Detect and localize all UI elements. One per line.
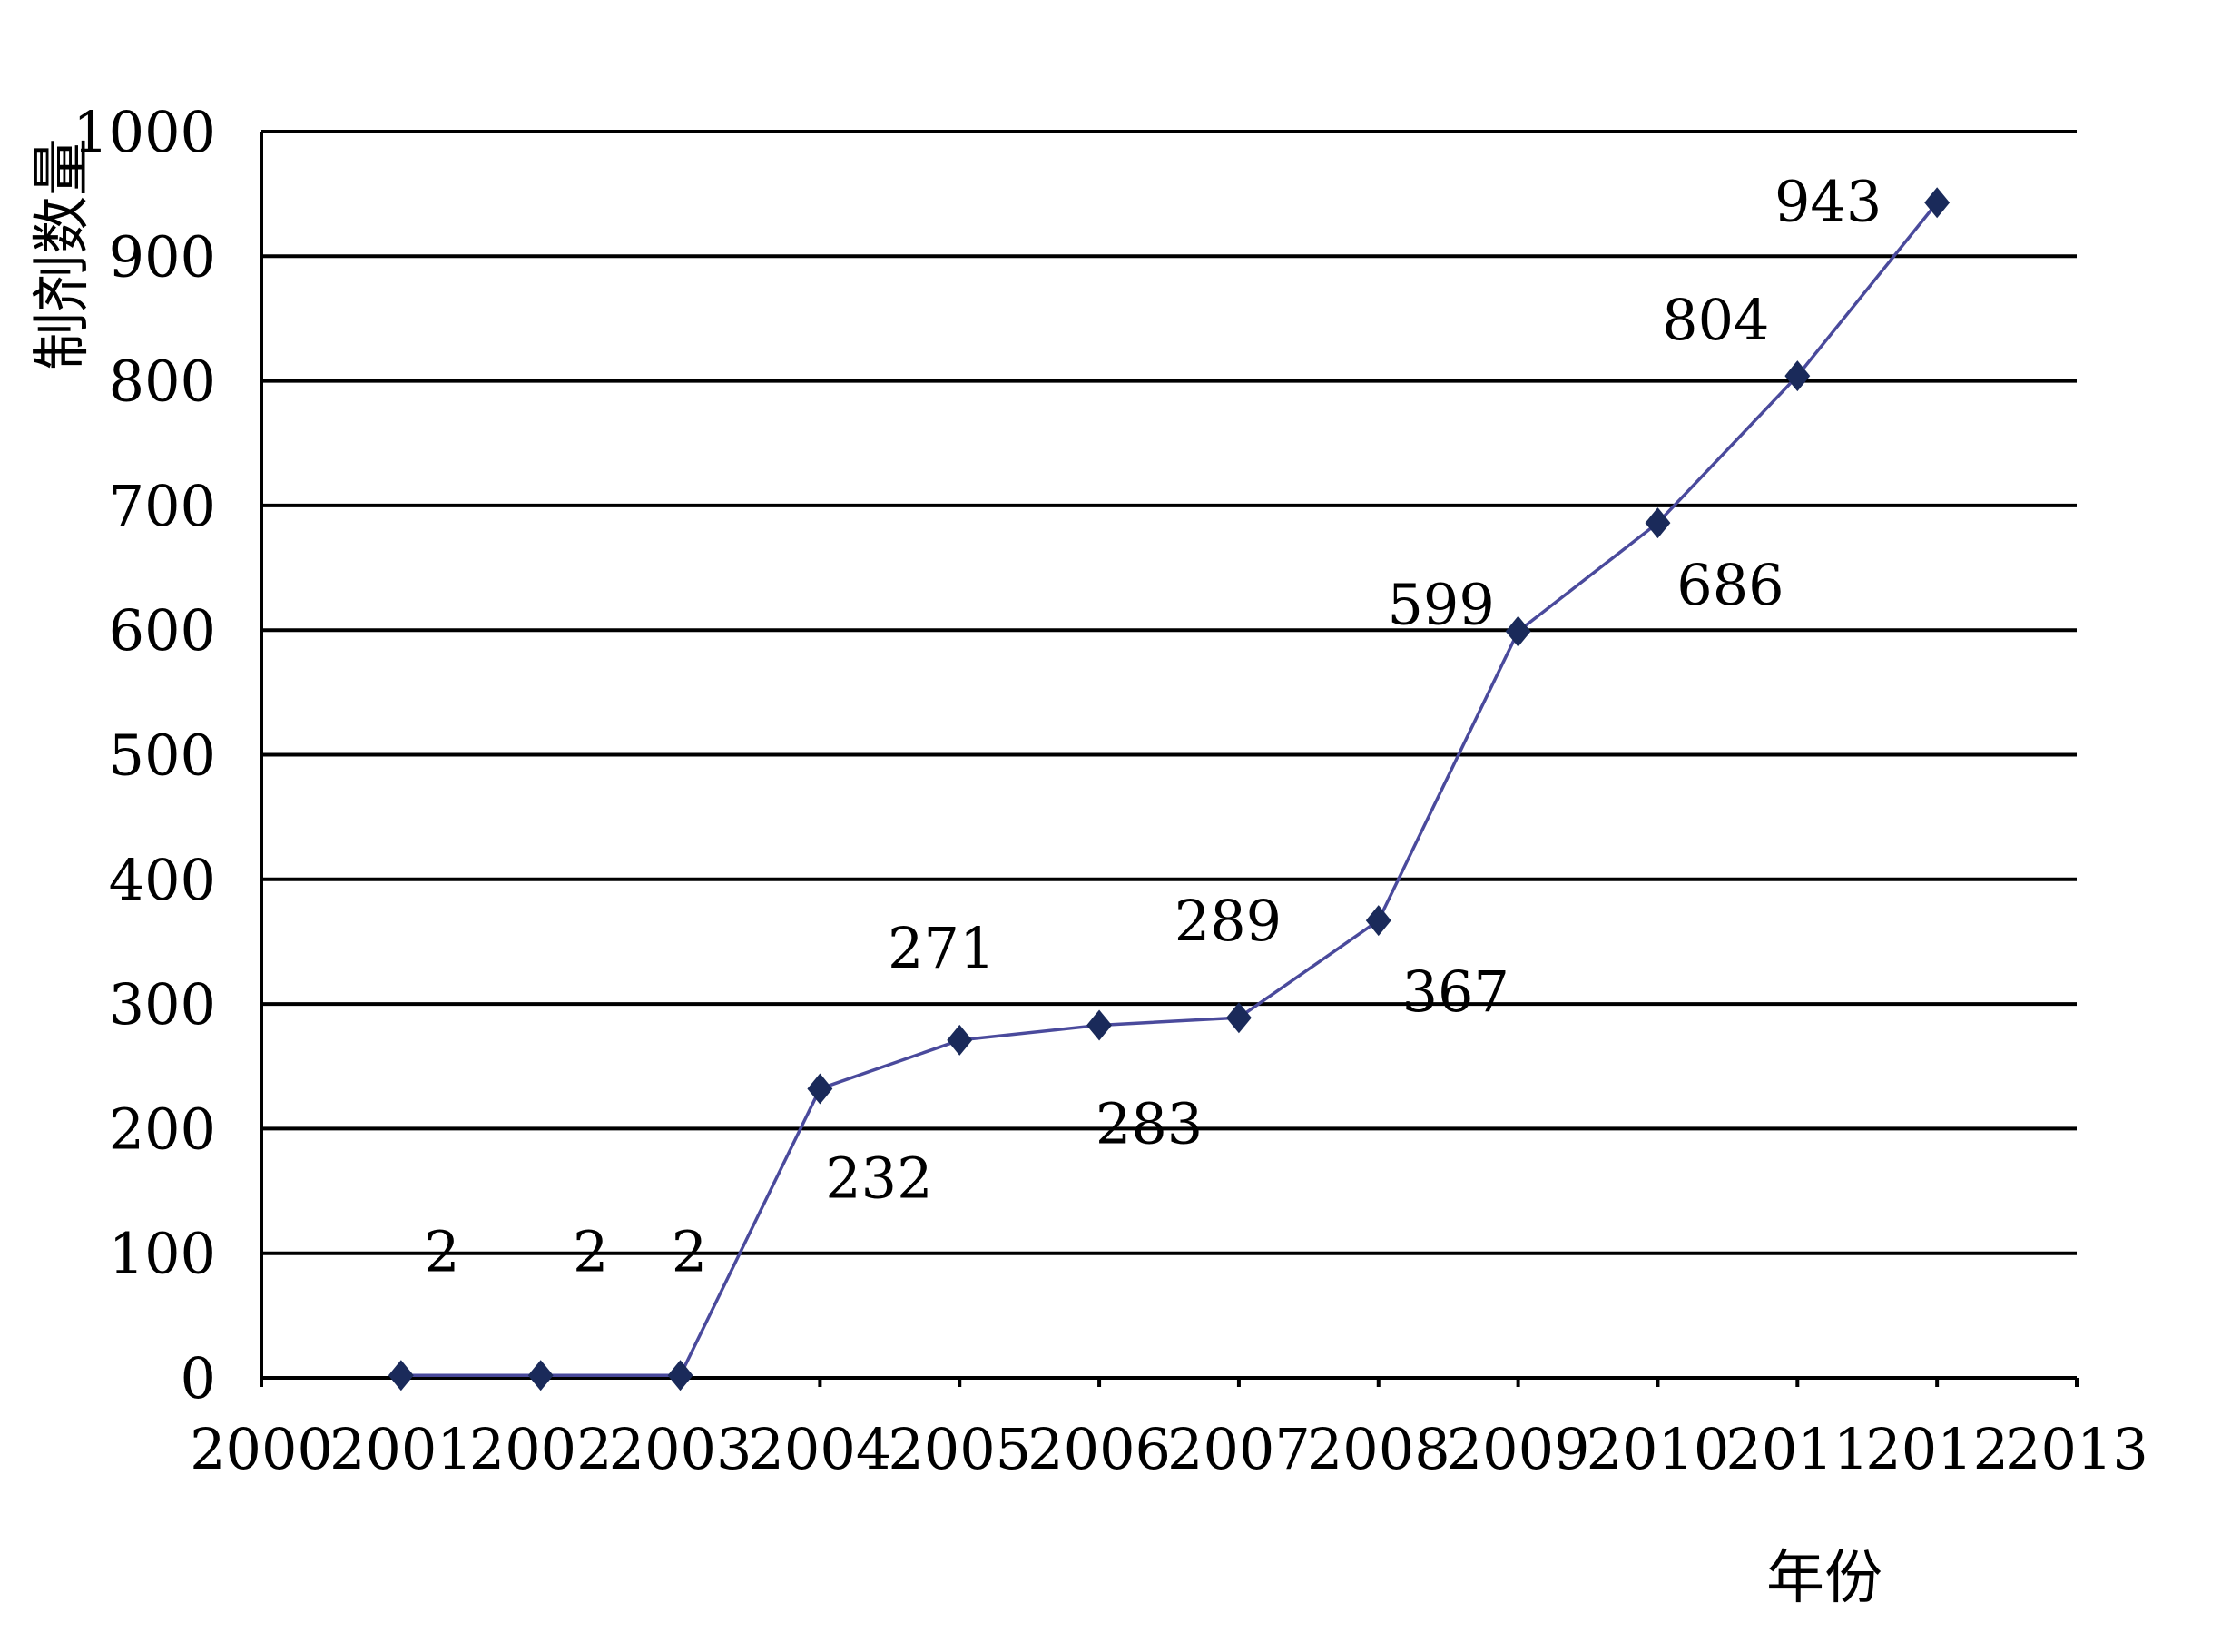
data-label-2004: 232 [825, 1145, 932, 1211]
data-point-2004 [807, 1073, 833, 1105]
data-label-2009: 599 [1387, 572, 1494, 638]
series-line-0 [400, 202, 1939, 1378]
y-tick-label-800: 800 [109, 349, 216, 415]
x-tick-label-2003: 2003 [609, 1416, 752, 1482]
data-label-2001: 2 [424, 1218, 459, 1284]
y-tick-label-1000: 1000 [73, 99, 216, 165]
data-point-2008 [1365, 905, 1391, 937]
y-axis-title: 制剂数量 [29, 138, 96, 370]
x-tick-label-2002: 2002 [469, 1416, 613, 1482]
data-label-2008: 367 [1402, 959, 1509, 1025]
data-point-2005 [947, 1024, 973, 1056]
y-tick-label-900: 900 [109, 223, 216, 290]
data-label-2011: 804 [1662, 287, 1769, 353]
x-axis-title: 年份 [1766, 1545, 1882, 1612]
x-tick-label-2010: 2010 [1587, 1416, 1730, 1482]
data-point-2010 [1645, 507, 1671, 539]
gridlines [261, 130, 2077, 1255]
x-tick-label-2008: 2008 [1307, 1416, 1450, 1482]
x-tick-label-2011: 2011 [1725, 1416, 1869, 1482]
data-label-2003: 2 [672, 1218, 707, 1284]
data-point-2007 [1225, 1002, 1252, 1034]
y-tick-label-100: 100 [109, 1221, 216, 1287]
data-label-2002: 2 [573, 1218, 608, 1284]
series [400, 202, 1939, 1378]
x-tick-label-2009: 2009 [1447, 1416, 1590, 1482]
axes: 0 100 200 300 400 500 600 700 800 900 1000 20002001… [73, 99, 2148, 1482]
data-point-2003 [667, 1360, 693, 1391]
x-tick-label-2000: 2000 [190, 1416, 333, 1482]
y-tick-label-0: 0 [181, 1345, 216, 1411]
data-point-2001 [388, 1360, 414, 1391]
data-label-2007: 289 [1174, 888, 1282, 954]
y-tick-label-500: 500 [109, 723, 216, 789]
data-point-2009 [1505, 615, 1531, 647]
x-tick-label-2006: 2006 [1027, 1416, 1171, 1482]
data-label-2012: 943 [1774, 168, 1882, 234]
y-tick-label-300: 300 [109, 971, 216, 1037]
markers [388, 187, 1951, 1391]
y-tick-label-400: 400 [109, 847, 216, 913]
x-tick-label-2007: 2007 [1167, 1416, 1311, 1482]
data-label-2005: 271 [888, 915, 995, 981]
x-tick-label-2004: 2004 [748, 1416, 891, 1482]
x-tick-label-2013: 2013 [2005, 1416, 2148, 1482]
y-tick-label-700: 700 [109, 473, 216, 539]
y-tick-label-200: 200 [109, 1096, 216, 1162]
x-tick-label-2012: 2012 [1865, 1416, 2009, 1482]
x-tick-label-2001: 2001 [329, 1416, 473, 1482]
data-point-2002 [527, 1360, 554, 1391]
x-tick-label-2005: 2005 [888, 1416, 1031, 1482]
data-point-2011 [1784, 360, 1811, 392]
data-point-2006 [1086, 1009, 1113, 1041]
y-tick-label-600: 600 [109, 597, 216, 664]
data-point-2012 [1924, 187, 1951, 219]
data-label-2010: 686 [1676, 552, 1784, 618]
data-label-2006: 283 [1096, 1090, 1203, 1156]
